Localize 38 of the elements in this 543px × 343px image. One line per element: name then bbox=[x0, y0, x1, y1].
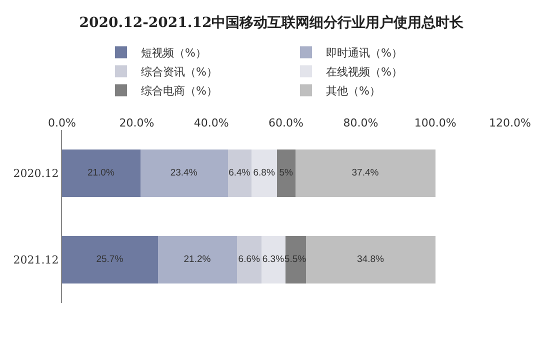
bar bbox=[277, 149, 296, 197]
x-tick-label: 20.0% bbox=[119, 116, 154, 130]
x-tick-label: 60.0% bbox=[268, 116, 304, 130]
bar bbox=[296, 149, 436, 197]
data-label: 23.4% bbox=[170, 168, 198, 179]
bar bbox=[228, 149, 252, 197]
legend-label: 在线视频（%） bbox=[326, 66, 402, 79]
bar bbox=[62, 149, 140, 197]
data-label: 37.4% bbox=[352, 168, 380, 179]
legend-label: 综合电商（%） bbox=[141, 84, 218, 98]
y-tick-label: 2021.12 bbox=[13, 254, 59, 267]
x-tick-label: 0.0% bbox=[48, 116, 76, 130]
bar bbox=[237, 236, 262, 284]
chart-title: 2020.12-2021.12中国移动互联网细分行业用户使用总时长 bbox=[79, 14, 465, 31]
data-label: 34.8% bbox=[357, 254, 384, 266]
data-label: 6.4% bbox=[228, 168, 251, 179]
x-tick-label: 100.0% bbox=[414, 116, 456, 130]
data-label: 5% bbox=[279, 168, 294, 179]
x-tick-label: 120.0% bbox=[489, 116, 531, 130]
bar bbox=[140, 149, 228, 197]
legend-label: 即时通讯（%） bbox=[326, 46, 402, 60]
bar bbox=[158, 236, 238, 284]
x-tick-label: 80.0% bbox=[343, 116, 378, 130]
y-tick-label: 2020.12 bbox=[13, 167, 59, 180]
data-label: 21.2% bbox=[184, 254, 212, 266]
data-label: 6.6% bbox=[238, 254, 261, 266]
legend-label: 综合资讯（%） bbox=[141, 66, 218, 79]
data-label: 21.0% bbox=[87, 168, 115, 179]
legend-label: 短视频（%） bbox=[141, 46, 206, 60]
bar bbox=[252, 149, 278, 197]
bar bbox=[306, 236, 436, 284]
x-tick-label: 40.0% bbox=[194, 116, 229, 130]
bar bbox=[262, 236, 286, 284]
legend-label: 其他（%） bbox=[326, 84, 380, 98]
bar bbox=[62, 236, 158, 284]
data-label: 6.8% bbox=[253, 168, 276, 179]
data-label: 6.3% bbox=[262, 254, 285, 266]
data-label: 25.7% bbox=[96, 254, 124, 266]
